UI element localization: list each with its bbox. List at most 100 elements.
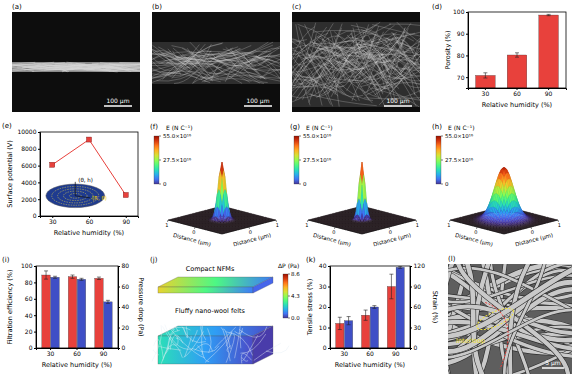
marker bbox=[50, 162, 55, 167]
tick-label: 30 bbox=[414, 324, 422, 331]
tick-label: 70 bbox=[457, 74, 465, 81]
colorbar bbox=[154, 136, 159, 184]
tick: 8000 bbox=[21, 145, 40, 152]
tick-label: 60 bbox=[122, 283, 130, 290]
tick: 0 bbox=[29, 344, 36, 351]
tick-label: 6000 bbox=[21, 162, 36, 169]
y-axis-title: Surface potential (V) bbox=[6, 140, 14, 207]
annotation: (θ, h) bbox=[78, 177, 93, 183]
tick-label: 4000 bbox=[21, 179, 36, 186]
tick-label: 60 bbox=[25, 295, 33, 302]
tick-label: 40 bbox=[319, 262, 327, 269]
tick: 4000 bbox=[21, 179, 40, 186]
scale-bar-label: 100 μm bbox=[106, 97, 129, 105]
tick-label: 90 bbox=[122, 218, 130, 225]
x-axis: 30 60 90 bbox=[469, 88, 567, 97]
y2-axis: 0 20 40 60 80 bbox=[118, 262, 129, 351]
tick: 80 bbox=[457, 52, 468, 59]
colorbar-tick-label: 55.0×10¹⁶ bbox=[163, 133, 192, 139]
tick: 30 bbox=[340, 348, 348, 357]
panel-label: (i) bbox=[2, 256, 10, 264]
tick: 0 bbox=[118, 344, 126, 351]
tick-label: 20 bbox=[319, 303, 327, 310]
tick: 120 bbox=[410, 262, 425, 269]
tick-label: 1 bbox=[276, 222, 279, 228]
annotation: (R, θ) bbox=[92, 195, 107, 201]
y2-axis-title: Pressure drop (Pa) bbox=[137, 277, 145, 336]
tick: 60 bbox=[73, 348, 81, 357]
bar bbox=[68, 277, 76, 348]
tick-label: 0 bbox=[29, 344, 33, 351]
tick: 30 bbox=[410, 324, 421, 331]
tick: 40 bbox=[118, 303, 129, 310]
colorbar-tick-label: 27.5×10¹⁶ bbox=[303, 157, 332, 163]
tick-label: 0 bbox=[122, 344, 126, 351]
tick-label: 10000 bbox=[17, 128, 36, 135]
x-axis-title: Relative humidity (%) bbox=[42, 361, 112, 369]
tick-label: 30 bbox=[319, 283, 327, 290]
tick-label: 0 bbox=[192, 229, 195, 235]
tick: 30 bbox=[49, 216, 57, 225]
tick-label: 120 bbox=[414, 262, 426, 269]
y2-axis-title: Strain (%) bbox=[431, 291, 439, 324]
tick: 20 bbox=[319, 303, 330, 310]
tick: 90 bbox=[100, 348, 108, 357]
plot-area bbox=[42, 271, 112, 348]
tick-label: 100 bbox=[21, 262, 33, 269]
tick-label: 10 bbox=[319, 324, 327, 331]
tick-label: 100 bbox=[453, 8, 465, 15]
tick-label: 30 bbox=[482, 90, 490, 97]
tick: 100 bbox=[21, 262, 36, 269]
tick: 100 bbox=[453, 8, 468, 15]
field-map: (f)E (N C⁻¹)027.5×10¹⁶55.0×10¹⁶0011Dista… bbox=[150, 123, 279, 248]
bar bbox=[370, 307, 378, 348]
tick: 20 bbox=[118, 324, 129, 331]
tick-label: 90 bbox=[392, 350, 400, 357]
tick: 90 bbox=[410, 283, 421, 290]
colorbar-tick-label: 55.0×10¹⁶ bbox=[303, 133, 332, 139]
tick: 60 bbox=[513, 88, 521, 97]
tick-label: 1 bbox=[165, 222, 168, 228]
colorbar-tick-label: 27.5×10¹⁶ bbox=[163, 157, 192, 163]
tick: 80 bbox=[118, 262, 129, 269]
tick: 10000 bbox=[17, 128, 40, 135]
tick-label: 60 bbox=[513, 90, 521, 97]
chart: 708090100306090Relative humidity (%)Poro… bbox=[444, 8, 567, 109]
tick-label: 80 bbox=[457, 52, 465, 59]
tick-label: 0 bbox=[323, 344, 327, 351]
tick: 60 bbox=[118, 283, 129, 290]
chart: 0 20 40 60 80 100 30 60 90 0 20 40 60 80 Relative humi… bbox=[6, 262, 145, 369]
tick-label: 80 bbox=[25, 279, 33, 286]
x-axis-title: Relative humidity (%) bbox=[335, 361, 405, 369]
tick: 10 bbox=[319, 324, 330, 331]
tick: 40 bbox=[319, 262, 330, 269]
tick: 90 bbox=[392, 348, 400, 357]
panel-label: (a) bbox=[12, 3, 22, 11]
tick-label: 60 bbox=[366, 350, 374, 357]
tick: 90 bbox=[122, 216, 130, 225]
colorbar-tick-label: 0 bbox=[163, 181, 167, 187]
tick: 60 bbox=[410, 303, 421, 310]
panel-label: (g) bbox=[290, 123, 300, 131]
tick: 0 bbox=[410, 344, 418, 351]
plot-area bbox=[336, 266, 405, 348]
y-axis: 0 10 20 30 40 bbox=[319, 262, 331, 351]
bar bbox=[95, 278, 103, 348]
bar bbox=[396, 267, 404, 348]
y-axis-title: Tensile stress (%) bbox=[306, 279, 314, 337]
tick-label: 20 bbox=[122, 324, 130, 331]
tick: 60 bbox=[86, 216, 94, 225]
bar bbox=[507, 55, 527, 88]
colorbar-tick-label: 0 bbox=[303, 181, 307, 187]
tick: 30 bbox=[47, 348, 55, 357]
tick: 40 bbox=[25, 312, 36, 319]
tick: 60 bbox=[366, 348, 374, 357]
bar bbox=[51, 277, 59, 348]
y-axis: 708090100 bbox=[453, 8, 468, 88]
y-axis: 0200040006000800010000 bbox=[17, 128, 40, 219]
tick-label: 90 bbox=[545, 90, 553, 97]
tick: 0 bbox=[323, 344, 330, 351]
surface bbox=[308, 162, 416, 234]
y-axis-title: Filtration efficiency (%) bbox=[6, 269, 14, 344]
tick-label: 80 bbox=[122, 262, 130, 269]
